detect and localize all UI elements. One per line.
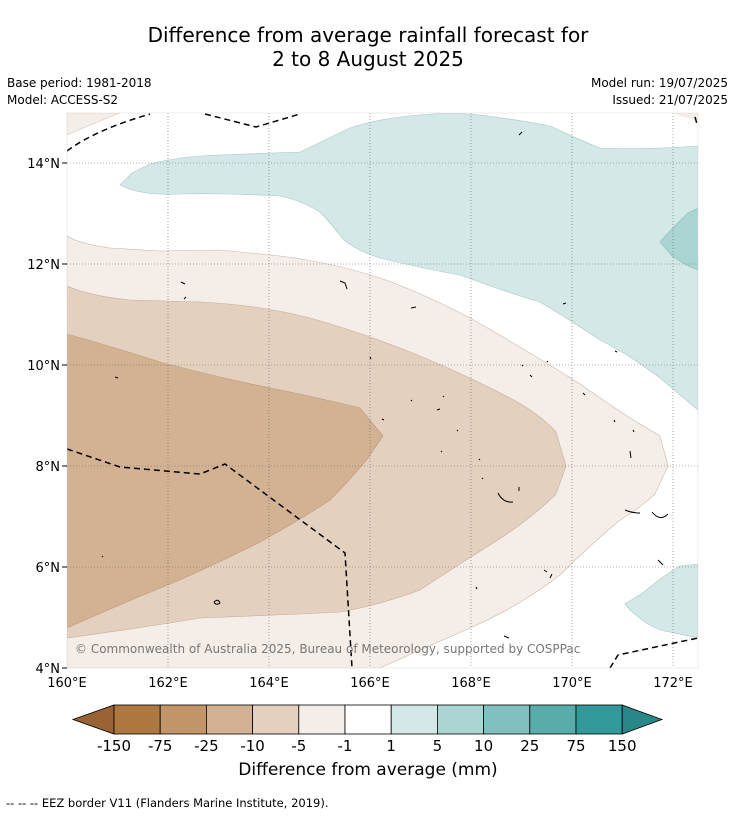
issued-date: Issued: 21/07/2025 — [612, 93, 728, 107]
colorbar-label: -5 — [291, 737, 306, 755]
lon-label: 168°E — [451, 676, 491, 691]
colorbar-segment — [390, 704, 438, 735]
eez-legend: -- -- -- EEZ border V11 (Flanders Marine… — [6, 796, 329, 810]
map-contours — [67, 113, 698, 668]
colorbar-segment — [436, 704, 484, 735]
colorbar-title: Difference from average (mm) — [238, 760, 498, 780]
model-run: Model run: 19/07/2025 — [590, 76, 728, 90]
colorbar-segment — [113, 704, 161, 735]
colorbar-label: -75 — [148, 737, 173, 755]
colorbar-low-extend — [71, 704, 115, 735]
eez-border — [67, 113, 698, 668]
lon-label: 170°E — [552, 676, 592, 691]
lat-label: 6°N — [36, 561, 61, 576]
colorbar-segment — [529, 704, 577, 735]
colorbar-label: -25 — [194, 737, 219, 755]
colorbar-segment — [483, 704, 531, 735]
colorbar-segment — [575, 704, 623, 735]
colorbar-label: -10 — [240, 737, 265, 755]
colorbar-segment — [298, 704, 346, 735]
lon-label: 160°E — [47, 676, 87, 691]
colorbar-label: -150 — [97, 737, 131, 755]
lon-label: 172°E — [653, 676, 693, 691]
model-name: Model: ACCESS-S2 — [7, 93, 119, 107]
lat-label: 10°N — [27, 359, 60, 374]
lon-label: 162°E — [148, 676, 188, 691]
colorbar-segment — [344, 704, 392, 735]
lat-label: 4°N — [36, 662, 61, 677]
title-line1: Difference from average rainfall forecas… — [147, 23, 589, 47]
colorbar-label: 1 — [386, 737, 396, 755]
colorbar-high-extend — [621, 704, 664, 735]
colorbar: -150 -75 -25 -10 -5 -1 1 5 10 25 75 150 — [71, 704, 664, 755]
colorbar-segment — [159, 704, 207, 735]
colorbar-segment — [252, 704, 300, 735]
rainfall-map: © Commonwealth of Australia 2025, Bureau… — [27, 112, 699, 755]
lat-label: 12°N — [27, 258, 60, 273]
lat-label: 14°N — [27, 157, 60, 172]
colorbar-label: -1 — [338, 737, 353, 755]
copyright-text: © Commonwealth of Australia 2025, Bureau… — [75, 642, 580, 656]
lat-label: 8°N — [36, 460, 61, 475]
colorbar-label: 150 — [608, 737, 637, 755]
colorbar-label: 10 — [474, 737, 493, 755]
lon-label: 166°E — [350, 676, 390, 691]
base-period: Base period: 1981-2018 — [7, 76, 152, 90]
title-line2: 2 to 8 August 2025 — [272, 47, 464, 71]
colorbar-label: 25 — [520, 737, 539, 755]
colorbar-label: 5 — [433, 737, 443, 755]
colorbar-segment — [205, 704, 253, 735]
islands — [101, 131, 669, 639]
colorbar-label: 75 — [566, 737, 585, 755]
lon-label: 164°E — [249, 676, 289, 691]
